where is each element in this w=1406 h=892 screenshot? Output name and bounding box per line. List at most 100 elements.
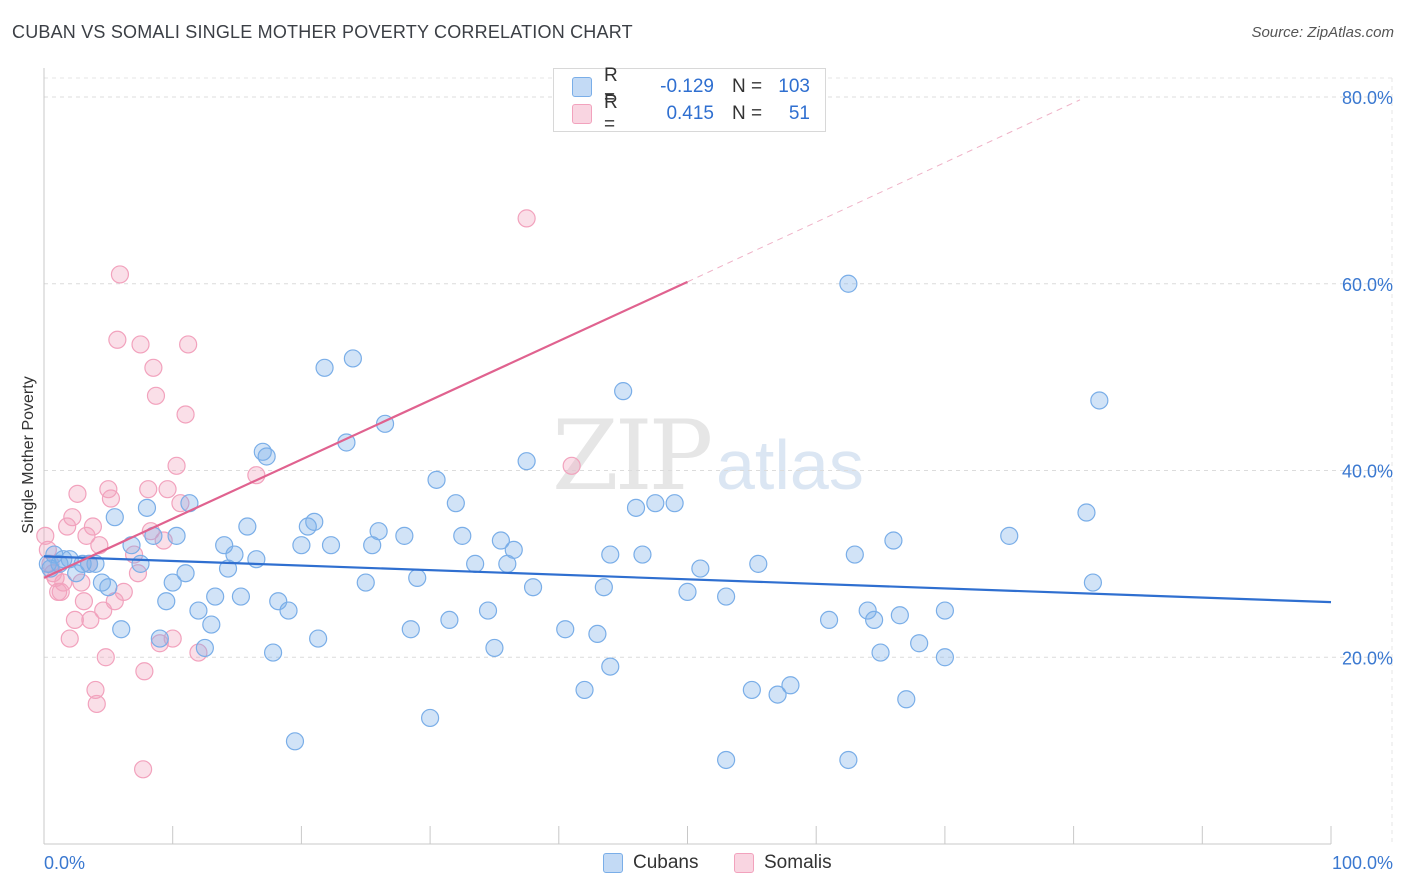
somali-point [101, 489, 121, 508]
cuban-point [279, 601, 298, 620]
somali-point [83, 517, 103, 536]
cuban-point [215, 536, 234, 555]
somali-point [167, 456, 186, 475]
cuban-point [485, 638, 504, 658]
cuban-point [408, 568, 427, 587]
somali-point [54, 573, 73, 592]
y-tick-label: 40.0% [1342, 462, 1393, 482]
correlation-legend: R = -0.129 N = 103 R = 0.415 N = 51 [553, 65, 826, 135]
cuban-point [865, 610, 884, 630]
somali-point [179, 335, 198, 354]
cuban-point [1000, 526, 1019, 545]
n-label: N = [732, 103, 763, 124]
cuban-point [315, 358, 334, 377]
somali-point [517, 209, 536, 228]
cuban-point [427, 470, 446, 489]
cuban-point [285, 732, 305, 751]
cubans-legend-label: Cubans [633, 852, 699, 873]
cuban-point [421, 708, 440, 728]
somali-point [135, 662, 154, 681]
cuban-point [517, 452, 536, 471]
cuban-point [691, 559, 710, 578]
cuban-point [202, 615, 221, 634]
cuban-point [257, 447, 276, 466]
watermark-zip: ZIP [552, 400, 713, 512]
somali-point [176, 405, 195, 424]
source-label: Source: ZipAtlas.com [1251, 24, 1394, 41]
y-tick-label: 60.0% [1342, 275, 1393, 295]
somali-point [131, 335, 150, 354]
cuban-point [665, 494, 684, 513]
r-value: -0.129 [660, 76, 714, 97]
cuban-point [369, 522, 388, 541]
cuban-point [292, 536, 311, 555]
legend-item-somalis[interactable]: Somalis [734, 852, 832, 874]
n-label: N = [732, 76, 763, 97]
cuban-point [1083, 573, 1103, 592]
cuban-point [321, 536, 341, 555]
cuban-point [343, 349, 362, 368]
somali-point [96, 648, 115, 667]
cuban-point [935, 648, 955, 667]
cuban-points [38, 274, 1109, 770]
cubans-swatch [572, 77, 592, 97]
cuban-point [263, 643, 283, 662]
cuban-point [105, 508, 124, 527]
somalis-swatch [572, 104, 592, 124]
somali-point [87, 694, 106, 714]
cuban-point [478, 601, 498, 620]
cuban-point [678, 582, 697, 601]
cuban-point [1090, 391, 1109, 410]
cuban-point [575, 680, 594, 700]
cuban-point [491, 531, 510, 550]
somali-point [139, 480, 158, 499]
trend-lines [43, 99, 1332, 604]
somali-point [146, 386, 166, 405]
cuban-point [819, 610, 839, 630]
grid-lines [44, 77, 1393, 844]
cuban-point [749, 554, 768, 573]
cuban-point [614, 382, 633, 401]
cuban-point [556, 620, 575, 639]
cuban-point [112, 620, 131, 639]
cuban-point [768, 685, 787, 704]
somali-point [108, 330, 127, 349]
cubans-legend-swatch [603, 853, 623, 873]
somali-point [81, 610, 100, 630]
cuban-point [163, 573, 182, 592]
somali-points [36, 209, 581, 779]
somali-point [158, 480, 177, 499]
somali-point [163, 629, 182, 648]
x-tick-label: 100.0% [1332, 853, 1393, 873]
cuban-point [839, 750, 858, 770]
somali-point [63, 508, 82, 527]
cuban-point [401, 620, 420, 639]
watermark-atlas: atlas [716, 426, 864, 504]
cuban-point [225, 545, 244, 564]
cuban-point [523, 578, 543, 597]
cubans-trend-line [43, 555, 1332, 604]
r-label: R = [604, 92, 618, 135]
chart-title: CUBAN VS SOMALI SINGLE MOTHER POVERTY CO… [12, 22, 633, 42]
n-value: 103 [778, 76, 810, 97]
series-legend: Cubans Somalis [0, 852, 1406, 876]
cuban-point [935, 601, 955, 620]
somali-point [110, 265, 130, 284]
somali-point [133, 760, 153, 779]
y-tick-label: 20.0% [1342, 648, 1393, 668]
cuban-point [176, 564, 195, 583]
cuban-point [466, 554, 485, 573]
cuban-point [309, 629, 328, 648]
cuban-point [1077, 503, 1096, 522]
cuban-point [858, 601, 877, 620]
cuban-point [157, 592, 176, 611]
somalis-legend-label: Somalis [764, 852, 832, 873]
somali-point [58, 517, 77, 536]
somali-point [36, 526, 55, 545]
cuban-point [189, 601, 208, 620]
legend-item-cubans[interactable]: Cubans [603, 852, 699, 874]
cuban-point [305, 512, 324, 531]
cuban-point [395, 526, 414, 545]
cuban-point [67, 564, 86, 583]
